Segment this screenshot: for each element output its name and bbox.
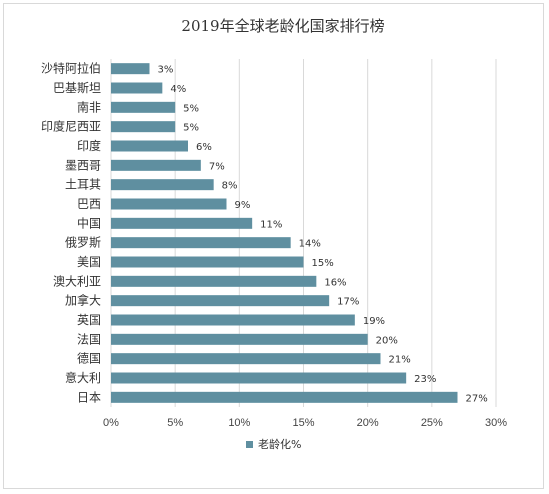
bar <box>111 198 227 210</box>
legend-swatch <box>246 441 253 448</box>
data-label: 15% <box>312 258 334 269</box>
data-label: 14% <box>299 239 321 250</box>
data-label: 6% <box>196 142 212 153</box>
category-label: 墨西哥 <box>65 158 101 172</box>
category-label: 中国 <box>77 215 101 230</box>
bar <box>111 353 381 365</box>
category-label: 印度 <box>77 138 101 153</box>
category-label: 法国 <box>77 332 101 346</box>
legend-label: 老龄化% <box>258 437 301 451</box>
gridlines <box>110 59 497 407</box>
x-tick-label: 25% <box>421 417 443 429</box>
bar <box>111 82 163 94</box>
bar <box>111 140 188 152</box>
data-label: 4% <box>170 84 186 95</box>
data-label: 9% <box>235 200 251 211</box>
bar <box>111 372 407 384</box>
x-tick-label: 10% <box>228 417 250 429</box>
data-label: 5% <box>183 123 199 134</box>
x-axis-ticks: 0% 5% 10% 15% 20% 25% 30% <box>103 417 507 429</box>
category-label: 加拿大 <box>65 293 101 308</box>
data-label: 19% <box>363 316 385 327</box>
bar <box>111 159 201 171</box>
bar <box>111 391 458 403</box>
category-label: 美国 <box>77 255 101 269</box>
category-label: 沙特阿拉伯 <box>41 61 101 76</box>
data-label: 16% <box>324 277 346 288</box>
chart-title: 2019年全球老龄化国家排行榜 <box>181 17 384 35</box>
category-label: 印度尼西亚 <box>41 119 101 134</box>
x-tick-label: 0% <box>103 417 119 429</box>
category-label: 巴西 <box>77 197 101 211</box>
data-label: 27% <box>466 393 488 404</box>
bar <box>111 217 253 229</box>
bar <box>111 237 291 249</box>
category-label: 意大利 <box>65 370 101 385</box>
x-tick-label: 5% <box>167 417 183 429</box>
bars <box>111 63 458 403</box>
bar <box>111 275 317 287</box>
bar <box>111 256 304 268</box>
data-label: 23% <box>414 374 436 385</box>
x-tick-label: 30% <box>485 417 507 429</box>
category-label: 南非 <box>77 99 101 114</box>
category-labels: 沙特阿拉伯巴基斯坦南非印度尼西亚印度墨西哥土耳其巴西中国俄罗斯美国澳大利亚加拿大… <box>41 61 101 405</box>
data-label: 3% <box>158 65 174 76</box>
category-label: 英国 <box>77 313 101 327</box>
data-labels: 3% 4% 5% 5% 6% 7% 8% 9% 11% 14% 15% 16% 17% 19% 20% 21%… <box>158 65 488 405</box>
x-tick-label: 20% <box>357 417 379 429</box>
bar <box>111 63 150 75</box>
bar <box>111 101 176 113</box>
data-label: 21% <box>389 355 411 366</box>
category-label: 土耳其 <box>65 178 101 192</box>
data-label: 11% <box>260 219 282 230</box>
data-label: 20% <box>376 335 398 346</box>
bar <box>111 295 330 307</box>
data-label: 5% <box>183 103 199 114</box>
data-label: 7% <box>209 161 225 172</box>
legend: 老龄化% <box>246 437 301 451</box>
bar <box>111 179 214 191</box>
x-tick-label: 15% <box>292 417 314 429</box>
data-label: 8% <box>222 181 238 192</box>
category-label: 德国 <box>77 351 101 366</box>
bar <box>111 314 355 326</box>
category-label: 日本 <box>77 390 101 404</box>
category-label: 巴基斯坦 <box>53 81 101 95</box>
data-label: 17% <box>337 297 359 308</box>
category-label: 澳大利亚 <box>53 274 101 288</box>
bar <box>111 333 368 345</box>
bar <box>111 121 176 133</box>
category-label: 俄罗斯 <box>65 236 101 250</box>
